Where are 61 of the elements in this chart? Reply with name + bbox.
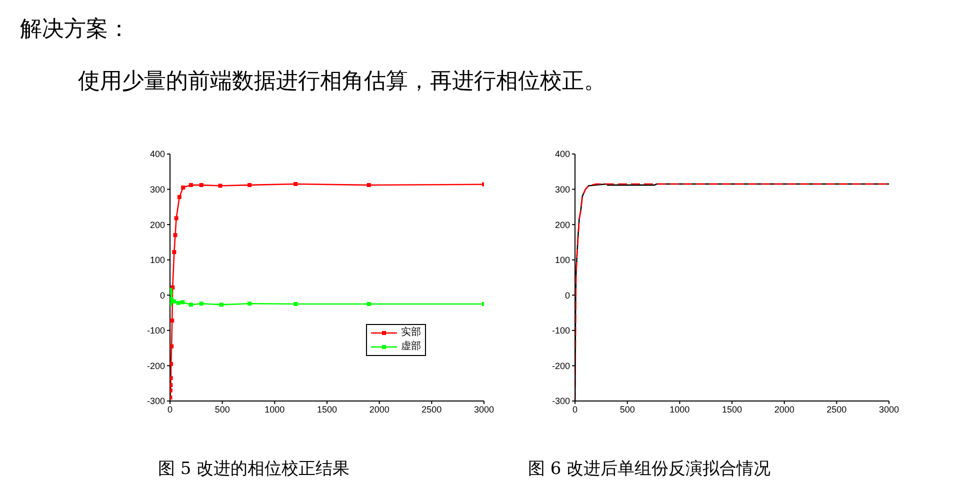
point <box>248 183 252 188</box>
point <box>170 383 173 388</box>
y-tick-label: -100 <box>552 326 570 336</box>
x-tick-label: 500 <box>214 404 230 414</box>
x-tick-label: 1500 <box>316 404 338 414</box>
y-tick-label: -300 <box>146 396 165 406</box>
point <box>170 362 174 366</box>
x-tick-label: 2000 <box>369 404 390 414</box>
point <box>248 302 252 306</box>
point <box>173 233 178 238</box>
text: 图 5 改进的相位校正结果 <box>158 458 350 480</box>
y-tick-label: 300 <box>554 184 570 194</box>
x-tick-label: 500 <box>620 404 635 414</box>
x-tick-label: 2500 <box>422 404 442 414</box>
point <box>174 216 178 220</box>
point <box>218 184 222 188</box>
text: 图 6 改进后单组份反演拟合情况 <box>528 458 771 480</box>
legend-label: 虚部 <box>401 340 421 354</box>
point <box>170 291 173 296</box>
y-tick-label: 200 <box>554 220 570 230</box>
text: 解决方案： <box>20 16 130 44</box>
y-tick-label: -100 <box>146 326 165 336</box>
point <box>176 300 180 305</box>
y-tick-label: 100 <box>554 255 570 266</box>
x-tick-label: 1000 <box>264 404 285 414</box>
point <box>366 302 371 306</box>
text: 使用少量的前端数据进行相角估算，再进行相位校正。 <box>78 68 606 96</box>
point <box>170 344 174 348</box>
x-tick-label: 1000 <box>670 404 690 414</box>
y-tick-label: -200 <box>146 360 165 371</box>
point <box>180 300 185 304</box>
x-tick-label: 3000 <box>878 404 900 414</box>
point <box>199 183 204 188</box>
y-tick-label: -200 <box>552 360 570 371</box>
y-tick-label: 0 <box>564 290 570 300</box>
point <box>294 302 298 306</box>
y-tick-label: 0 <box>160 290 165 300</box>
x-tick-label: 3000 <box>474 404 494 414</box>
point <box>172 250 176 254</box>
point <box>181 186 186 190</box>
y-tick-label: 200 <box>150 220 165 230</box>
y-tick-label: 400 <box>150 149 165 160</box>
x-tick-label: 0 <box>572 404 578 414</box>
x-tick-label: 2500 <box>826 404 847 414</box>
y-tick-label: -300 <box>552 396 570 406</box>
y-tick-label: 400 <box>554 149 570 160</box>
legend-label: 实部 <box>401 326 421 340</box>
y-tick-label: 100 <box>150 255 165 266</box>
point <box>170 376 173 380</box>
x-tick-label: 0 <box>167 404 173 414</box>
x-tick-label: 1500 <box>722 404 742 414</box>
y-tick-label: 300 <box>150 184 165 194</box>
point <box>177 195 182 200</box>
point <box>170 318 174 323</box>
x-tick-label: 2000 <box>774 404 794 414</box>
point <box>188 302 193 307</box>
point <box>219 302 224 307</box>
point <box>188 183 193 188</box>
point <box>294 182 298 186</box>
point <box>366 183 371 188</box>
point <box>199 302 204 306</box>
